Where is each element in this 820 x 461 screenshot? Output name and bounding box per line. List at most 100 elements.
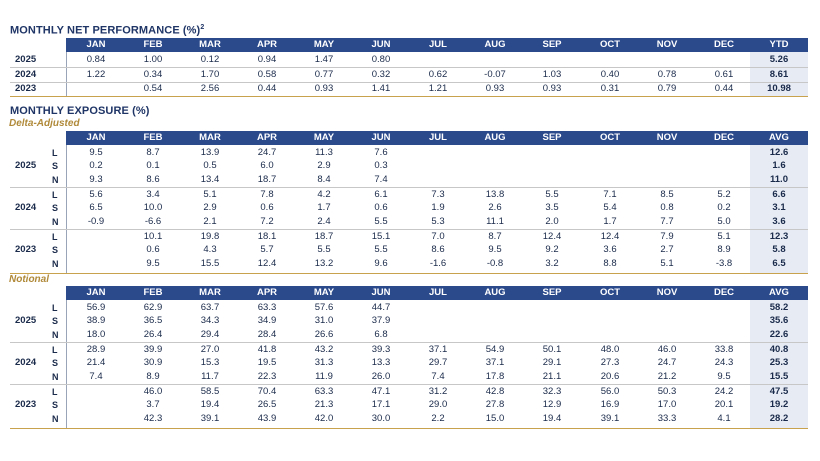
notional-2024-S-cell: 29.1: [542, 357, 562, 369]
delta-2023-S-cell: 4.3: [203, 244, 217, 256]
notional-2023-N-total: 28.2: [769, 412, 789, 424]
delta-2024-N-cell: 5.5: [374, 215, 388, 227]
exposure-title: MONTHLY EXPOSURE (%): [10, 105, 150, 117]
delta-2025-N-cell: 9.3: [89, 173, 103, 185]
perf-header-apr: APR: [256, 39, 278, 50]
notional-2025-N-cell: [585, 328, 635, 342]
notional-2025-N-cell: [470, 328, 520, 342]
perf-row-2024-cell: 0.62: [428, 68, 448, 80]
perf-header-mar: MAR: [199, 39, 221, 50]
perf-header-dec: DEC: [713, 39, 735, 50]
notional-2023-L-cell: 70.4: [257, 386, 277, 397]
delta-2025-N-cell: 7.4: [374, 173, 388, 185]
perf-row-2023-total: 10.98: [767, 83, 791, 94]
notional-2025-L-cell: 63.3: [257, 302, 277, 313]
delta-2024-S-cell: 3.5: [545, 202, 559, 214]
perf-row-2025-cell: [585, 53, 635, 67]
delta-row-label: N: [52, 258, 59, 269]
notional-2024-N-cell: 21.1: [542, 370, 562, 382]
delta-2024-L-cell: 7.8: [260, 189, 274, 200]
perf-row-2023-cell: 0.31: [600, 83, 620, 94]
delta-2023-N-cell: -1.6: [429, 257, 447, 269]
delta-2023-L-cell: 7.0: [431, 231, 445, 242]
notional-2025-N-cell: 18.0: [86, 328, 106, 340]
notional-2025-S-cell: [585, 314, 635, 328]
delta-2025-N-cell: [642, 173, 692, 187]
notional-2024-S-cell: 29.7: [428, 357, 448, 369]
delta-2025-S-cell: [585, 159, 635, 173]
notional-2024-S-cell: 30.9: [143, 357, 163, 369]
notional-2025-S-cell: 34.9: [257, 315, 277, 327]
notional-2025-N-total: 22.6: [769, 328, 789, 340]
notional-2025-L-cell: [413, 301, 463, 315]
notional-2025-L-cell: [585, 301, 635, 315]
delta-row-label: N: [52, 216, 59, 227]
delta-2024-S-cell: 1.7: [317, 202, 331, 214]
notional-year: 2023: [15, 399, 37, 410]
delta-2024-N-cell: 2.4: [317, 215, 331, 227]
delta-2024-N-total: 3.6: [772, 215, 786, 227]
notional-2023-L-cell: 58.5: [200, 386, 220, 397]
perf-header-jun: JUN: [371, 39, 391, 50]
notional-2024-L-cell: 33.8: [714, 344, 734, 355]
notional-2024-N-cell: 9.5: [717, 370, 731, 382]
notional-2025-L-cell: [699, 301, 749, 315]
perf-row-2024-cell: 0.61: [714, 68, 734, 80]
notional-2024-L-cell: 39.9: [143, 344, 163, 355]
delta-2024-S-total: 3.1: [772, 202, 786, 214]
perf-row-2023-cell: 0.44: [257, 83, 277, 94]
delta-header-jul: JUL: [429, 132, 447, 143]
notional-bottom-rule: [10, 428, 808, 429]
notional-2023-N-cell: 15.0: [485, 412, 505, 424]
notional-2023-L-total: 47.5: [769, 386, 789, 397]
delta-2024-S-cell: 1.9: [431, 202, 445, 214]
delta-adjusted-label: Delta-Adjusted: [9, 118, 80, 129]
notional-header-jun: JUN: [371, 287, 391, 298]
delta-2024-L-cell: 13.8: [485, 189, 505, 200]
delta-2023-L-cell: 7.9: [660, 231, 674, 242]
perf-row-2024-cell: 1.03: [542, 68, 562, 80]
notional-2025-N-cell: [527, 328, 577, 342]
notional-2024-S-cell: 24.3: [714, 357, 734, 369]
notional-2024-S-cell: 13.3: [371, 357, 391, 369]
delta-2025-L-cell: 13.9: [200, 147, 220, 158]
notional-row-label: N: [52, 329, 59, 340]
perf-row-2025-cell: [699, 53, 749, 67]
delta-2025-S-cell: 0.2: [89, 160, 103, 172]
notional-2023-L-cell: 50.3: [657, 386, 677, 397]
notional-divider: [66, 300, 67, 428]
delta-2023-N-cell: 13.2: [314, 257, 334, 269]
notional-2025-S-cell: [413, 314, 463, 328]
delta-2024-L-cell: 7.3: [431, 189, 445, 200]
delta-header-dec: DEC: [713, 132, 735, 143]
notional-2023-S-cell: 3.7: [146, 399, 160, 411]
delta-2023-N-total: 6.5: [772, 257, 786, 269]
notional-2023-S-cell: 29.0: [428, 399, 448, 411]
delta-block-rule: [10, 229, 808, 230]
delta-2024-S-cell: 2.6: [488, 202, 502, 214]
delta-2024-S-cell: 0.8: [660, 202, 674, 214]
perf-divider: [66, 52, 67, 96]
delta-2025-S-cell: 6.0: [260, 160, 274, 172]
perf-year: 2025: [15, 54, 37, 65]
delta-header-apr: APR: [256, 132, 278, 143]
delta-2023-L-cell: 12.4: [542, 231, 562, 242]
delta-2023-S-cell: 8.6: [431, 244, 445, 256]
notional-2023-S-cell: 17.1: [371, 399, 391, 411]
notional-2025-N-cell: 29.4: [200, 328, 220, 340]
notional-2023-N-cell: 2.2: [431, 412, 445, 424]
delta-2025-L-cell: [699, 146, 749, 160]
notional-label: Notional: [9, 274, 49, 285]
notional-2024-L-cell: 39.3: [371, 344, 391, 355]
delta-2024-L-cell: 5.6: [89, 189, 103, 200]
delta-2024-N-cell: 1.7: [603, 215, 617, 227]
perf-row-2023-cell: 2.56: [200, 83, 220, 94]
perf-row-2024-cell: 1.70: [200, 68, 220, 80]
delta-2024-N-cell: -0.9: [87, 215, 105, 227]
delta-2025-N-cell: [527, 173, 577, 187]
perf-row-rule: [10, 67, 808, 68]
notional-2024-N-cell: 8.9: [146, 370, 160, 382]
delta-2025-L-cell: 7.6: [374, 147, 388, 158]
perf-header-may: MAY: [313, 39, 335, 50]
delta-2023-L-cell: 18.1: [257, 231, 277, 242]
